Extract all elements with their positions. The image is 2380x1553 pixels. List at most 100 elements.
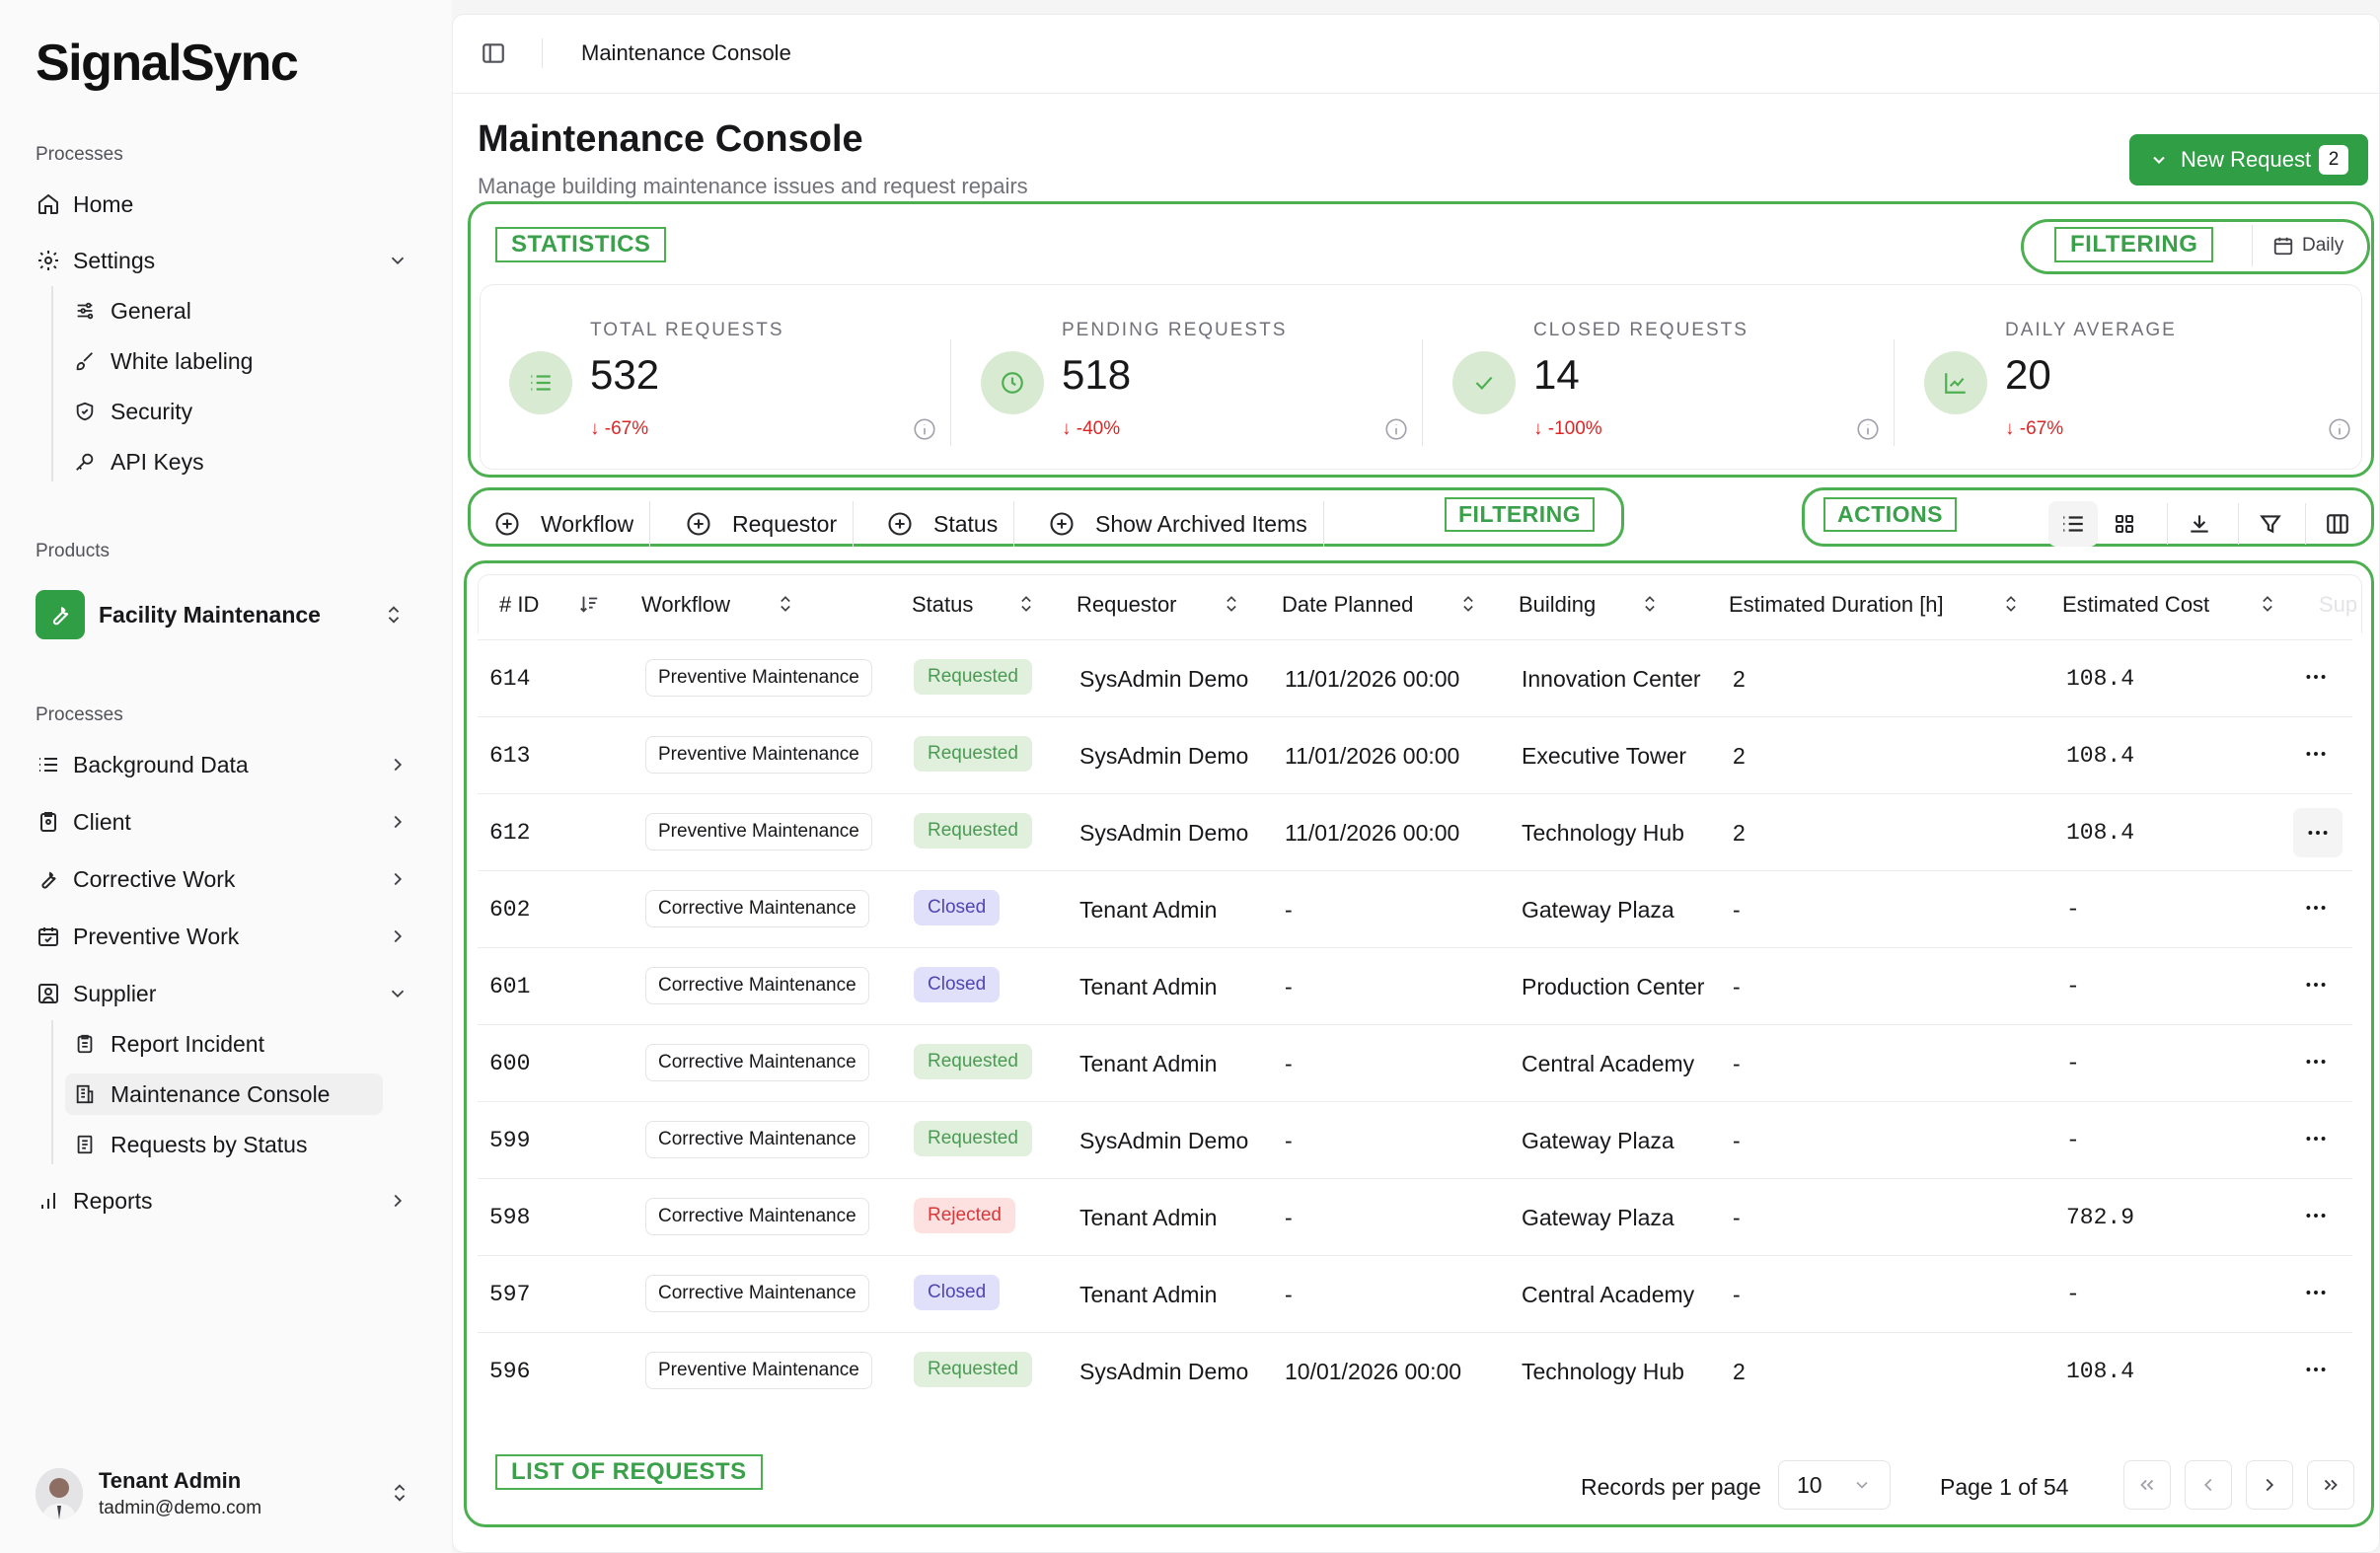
sort-icon[interactable] <box>2258 592 2279 618</box>
column-header-date-planned[interactable]: Date Planned <box>1282 592 1414 617</box>
nav-supplier[interactable]: Supplier <box>36 971 416 1016</box>
filter-requestor[interactable]: Requestor <box>685 501 855 547</box>
cell-cost: - <box>2066 1128 2080 1153</box>
workflow-tag: Corrective Maintenance <box>645 1121 869 1158</box>
cell-requestor: SysAdmin Demo <box>1079 820 1249 846</box>
filter-button[interactable] <box>2246 501 2295 547</box>
info-icon[interactable] <box>1855 416 1881 442</box>
more-actions-icon[interactable] <box>2293 808 2343 857</box>
user-menu[interactable]: Tenant Admin tadmin@demo.com <box>36 1466 420 1521</box>
column-header-estimated-cost[interactable]: Estimated Cost <box>2062 592 2210 617</box>
sort-icon[interactable] <box>1016 592 1038 618</box>
workflow-tag: Preventive Maintenance <box>645 813 872 850</box>
nav-home[interactable]: Home <box>36 182 416 227</box>
period-selector[interactable]: Daily <box>2252 225 2360 266</box>
download-button[interactable] <box>2175 501 2224 547</box>
nav-report-incident[interactable]: Report Incident <box>73 1023 389 1065</box>
table-row[interactable]: 614 Preventive Maintenance Requested SysAdm… <box>478 639 2352 716</box>
chevron-down-icon <box>1852 1475 1872 1495</box>
stat-value: 518 <box>1062 351 1132 398</box>
more-actions-icon[interactable] <box>2303 895 2331 923</box>
stat-label: CLOSED REQUESTS <box>1533 320 1748 340</box>
stat-value: 20 <box>2005 351 2051 398</box>
nav-security[interactable]: Security <box>73 391 389 432</box>
list-icon <box>36 752 61 777</box>
nav-background-data[interactable]: Background Data <box>36 742 416 787</box>
nav-api-keys[interactable]: API Keys <box>73 441 389 482</box>
prev-page-button[interactable] <box>2185 1460 2232 1510</box>
info-icon[interactable] <box>2327 416 2352 442</box>
cell-id: 597 <box>489 1282 531 1307</box>
product-switcher[interactable]: Facility Maintenance <box>36 590 420 639</box>
more-actions-icon[interactable] <box>2303 1049 2331 1076</box>
nav-corrective-work[interactable]: Corrective Work <box>36 856 416 902</box>
nav-requests-by-status[interactable]: Requests by Status <box>73 1124 389 1165</box>
list-view-button[interactable] <box>2048 501 2098 547</box>
filter-show-archived-label: Show Archived Items <box>1095 510 1307 537</box>
sort-icon[interactable] <box>2001 592 2023 618</box>
table-row[interactable]: 600 Corrective Maintenance Requested Tenant… <box>478 1024 2352 1101</box>
table-row[interactable]: 598 Corrective Maintenance Rejected Tenant … <box>478 1178 2352 1255</box>
nav-client[interactable]: Client <box>36 799 416 845</box>
more-actions-icon[interactable] <box>2303 1203 2331 1230</box>
next-page-button[interactable] <box>2246 1460 2293 1510</box>
cell-cost: 108.4 <box>2066 743 2135 769</box>
first-page-button[interactable] <box>2123 1460 2171 1510</box>
nav-settings[interactable]: Settings <box>36 238 416 283</box>
sort-icon[interactable] <box>1222 592 1243 618</box>
more-actions-icon[interactable] <box>2303 664 2331 692</box>
cell-requestor: Tenant Admin <box>1079 974 1218 999</box>
download-icon <box>2187 511 2212 537</box>
nav-preventive-work[interactable]: Preventive Work <box>36 914 416 959</box>
nav-general[interactable]: General <box>73 290 389 332</box>
sort-icon[interactable] <box>776 592 797 618</box>
filter-workflow-label: Workflow <box>541 510 634 537</box>
sidebar-toggle-icon[interactable] <box>481 40 506 66</box>
table-row[interactable]: 601 Corrective Maintenance Closed Tenant Ad… <box>478 947 2352 1024</box>
cell-duration: - <box>1733 897 1741 923</box>
more-actions-icon[interactable] <box>2303 1126 2331 1153</box>
sort-icon[interactable] <box>1640 592 1662 618</box>
plus-circle-icon <box>493 510 521 538</box>
more-actions-icon[interactable] <box>2303 1280 2331 1307</box>
workflow-tag: Corrective Maintenance <box>645 1198 869 1235</box>
more-actions-icon[interactable] <box>2303 741 2331 769</box>
sort-icon[interactable] <box>1458 592 1480 618</box>
column-header-status[interactable]: Status <box>912 592 974 617</box>
filter-show-archived[interactable]: Show Archived Items <box>1048 501 1324 547</box>
sort-desc-icon[interactable] <box>578 592 600 618</box>
table-row[interactable]: 602 Corrective Maintenance Closed Tenant Ad… <box>478 870 2352 947</box>
more-actions-icon[interactable] <box>2303 1357 2331 1384</box>
table-row[interactable]: 599 Corrective Maintenance Requested SysAdm… <box>478 1101 2352 1178</box>
chevron-right-icon <box>387 1190 409 1212</box>
grid-view-button[interactable] <box>2100 501 2149 547</box>
info-icon[interactable] <box>912 416 937 442</box>
file-list-icon <box>73 1133 97 1156</box>
filter-workflow[interactable]: Workflow <box>493 501 651 547</box>
last-page-button[interactable] <box>2307 1460 2354 1510</box>
column-header-estimated-duration[interactable]: Estimated Duration [h] <box>1729 592 1944 617</box>
list-annotation: LIST OF REQUESTS <box>495 1454 763 1490</box>
info-icon[interactable] <box>1383 416 1409 442</box>
gear-icon <box>36 248 61 273</box>
table-row[interactable]: 596 Preventive Maintenance Requested SysAdm… <box>478 1332 2352 1409</box>
nav-white-labeling-label: White labeling <box>111 347 254 374</box>
period-label: Daily <box>2302 235 2344 256</box>
column-header-workflow[interactable]: Workflow <box>641 592 731 617</box>
filter-status[interactable]: Status <box>886 501 1015 547</box>
records-per-page-select[interactable]: 10 <box>1778 1460 1891 1510</box>
new-request-button[interactable]: New Request 2 <box>2129 134 2368 185</box>
more-actions-icon[interactable] <box>2303 972 2331 999</box>
column-header-building[interactable]: Building <box>1519 592 1597 617</box>
nav-reports[interactable]: Reports <box>36 1178 416 1223</box>
table-row[interactable]: 613 Preventive Maintenance Requested SysAdm… <box>478 716 2352 793</box>
nav-maintenance-console[interactable]: Maintenance Console <box>65 1073 383 1115</box>
product-name: Facility Maintenance <box>99 601 321 628</box>
nav-white-labeling[interactable]: White labeling <box>73 340 389 382</box>
table-row[interactable]: 612 Preventive Maintenance Requested SysAdm… <box>478 793 2352 870</box>
table-row[interactable]: 597 Corrective Maintenance Closed Tenant Ad… <box>478 1255 2352 1332</box>
cell-building: Production Center <box>1522 974 1705 999</box>
column-header-id[interactable]: # ID <box>499 592 540 617</box>
columns-button[interactable] <box>2313 501 2362 547</box>
column-header-requestor[interactable]: Requestor <box>1077 592 1177 617</box>
